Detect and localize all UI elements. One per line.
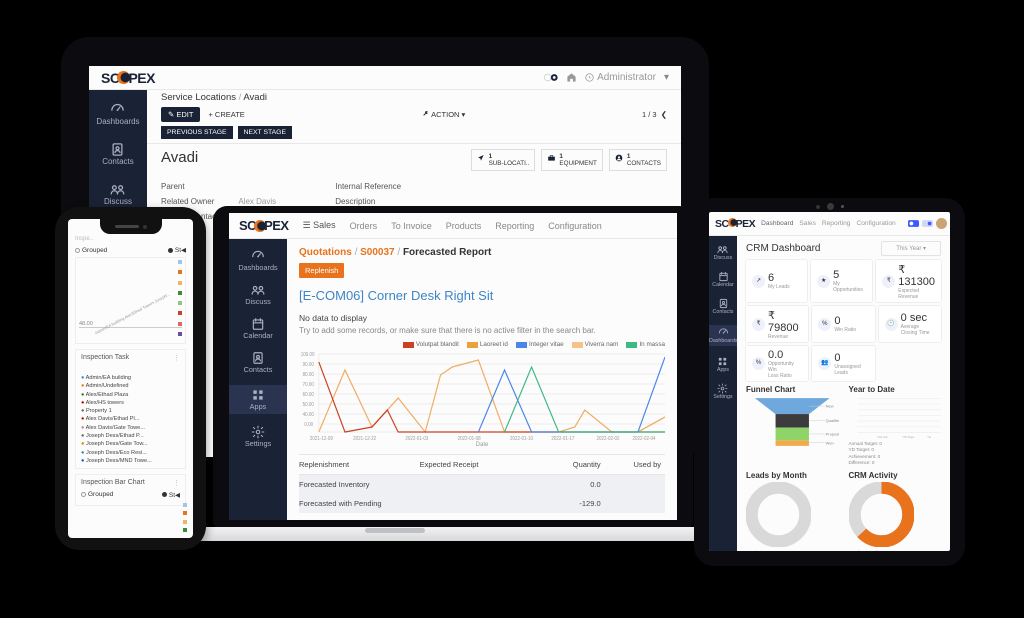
svg-text:2021-12-22: 2021-12-22 [353,436,376,442]
svg-text:0.00: 0.00 [304,422,313,428]
svg-text:New: New [826,404,834,409]
svg-text:Qualified: Qualified [826,418,839,423]
svg-text:70.00: 70.00 [303,382,315,388]
svg-text:60.00: 60.00 [303,392,315,398]
svg-text:2021-12-09: 2021-12-09 [310,436,333,442]
svg-text:100.00: 100.00 [301,352,315,358]
svg-text:2022-02-04: 2022-02-04 [633,436,656,442]
svg-text:50.00: 50.00 [303,402,315,408]
svg-text:Ytd: Ytd [927,436,931,439]
svg-text:80.00: 80.00 [303,372,315,378]
svg-text:YTD Target: YTD Target [902,436,914,439]
svg-text:40.00: 40.00 [303,412,315,418]
svg-text:90.00: 90.00 [303,362,315,368]
svg-text:2022-01-03: 2022-01-03 [405,436,428,442]
svg-text:Prior Year: Prior Year [877,436,887,439]
svg-text:2022-01-17: 2022-01-17 [551,436,574,442]
svg-text:Won: Won [826,440,834,445]
svg-text:2022-02-02: 2022-02-02 [596,436,619,442]
svg-text:Proposition: Proposition [826,432,839,437]
svg-text:2022-01-10: 2022-01-10 [510,436,533,442]
